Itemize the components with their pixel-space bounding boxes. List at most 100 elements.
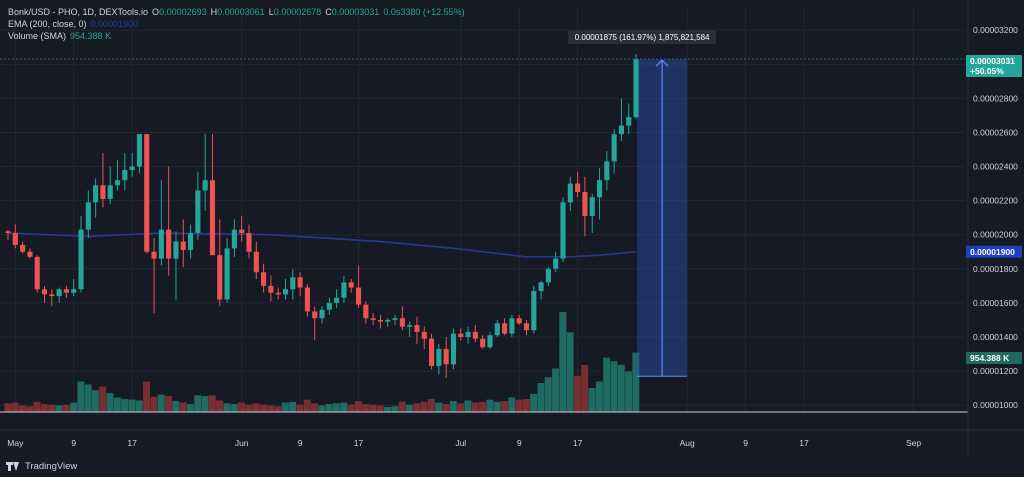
price-range-measure[interactable]: 0.00001875 (161.97%) 1,875,821,584	[0, 30, 965, 377]
open-label: O	[152, 7, 160, 17]
candle-down	[144, 134, 150, 252]
candle-up	[71, 289, 77, 293]
price-tick-label: 0.00002600	[973, 127, 1018, 137]
candle-down	[275, 292, 281, 295]
candle-down	[20, 244, 26, 252]
volume-bar	[26, 406, 34, 412]
candle-down	[41, 289, 48, 295]
volume-bar	[201, 396, 209, 412]
price-labels: 0.00003031+50.05% 0.00001900 954.388 K	[966, 54, 1022, 364]
volume-bar	[406, 404, 413, 412]
volume-value-label-bg	[966, 352, 1022, 364]
candle-up	[93, 185, 99, 203]
volume-indicator-value: 954.388 K	[70, 31, 112, 41]
symbol-title[interactable]: Bonk/USD - PHO, 1D, DEXTools.io	[8, 7, 149, 17]
volume-bar	[150, 396, 158, 412]
low-label: L	[268, 7, 274, 17]
ema-indicator-label: EMA (200, close, 0)	[8, 19, 87, 29]
candle-down	[100, 185, 106, 199]
candle-down	[261, 272, 267, 286]
volume-bar	[99, 386, 107, 412]
volume-bar	[376, 405, 384, 412]
time-tick-label: 17	[354, 438, 364, 448]
candle-up	[195, 190, 201, 234]
candle-up	[231, 229, 237, 249]
candle-down	[377, 319, 384, 322]
candle-up	[509, 318, 515, 334]
volume-bar	[457, 403, 465, 412]
candle-up	[56, 289, 62, 297]
chart-legend: Bonk/USD - PHO, 1D, DEXTools.io O0.00002…	[8, 6, 465, 42]
candle-down	[516, 318, 522, 324]
candle-up	[224, 248, 230, 300]
price-tick-label: 0.00001200	[973, 366, 1018, 376]
volume-bar	[552, 368, 560, 412]
volume-bar	[106, 393, 114, 412]
measure-arrow-head	[655, 59, 669, 67]
candlesticks	[5, 54, 639, 378]
volume-bar	[245, 404, 253, 412]
current-price-label-text: +50.05%	[970, 66, 1004, 76]
candle-up	[450, 333, 457, 365]
volume-bar	[267, 405, 275, 412]
volume-bar	[274, 406, 282, 412]
volume-bar	[632, 352, 640, 412]
candle-up	[107, 185, 113, 199]
close-label: C	[325, 7, 332, 17]
price-tick-label: 0.00001000	[973, 400, 1018, 410]
volume-bar	[318, 405, 326, 412]
volume-bar	[610, 361, 618, 412]
candle-down	[429, 338, 435, 366]
volume-bar	[18, 405, 26, 412]
volume-bar	[332, 403, 340, 412]
volume-bar	[113, 397, 121, 412]
candle-up	[319, 309, 325, 319]
candle-down	[421, 331, 427, 339]
volume-bar	[581, 364, 589, 412]
price-tick-label: 0.00001400	[973, 332, 1018, 342]
ema-200-line	[7, 232, 637, 258]
tradingview-logo-icon[interactable]	[6, 462, 20, 471]
high-label: H	[210, 7, 218, 17]
volume-bar	[347, 404, 355, 412]
time-tick-label: May	[7, 438, 24, 448]
volume-bar	[238, 402, 245, 412]
candle-up	[611, 134, 617, 162]
ema-indicator-value: 0.00001900	[90, 19, 139, 29]
candle-up	[553, 258, 559, 269]
volume-bar	[617, 364, 625, 412]
candle-down	[355, 287, 362, 305]
price-tick-label: 0.00003200	[973, 25, 1018, 35]
price-tick-label: 0.00002800	[973, 93, 1018, 103]
time-tick-label: Sep	[906, 438, 921, 448]
volume-bar	[537, 383, 545, 412]
ema-price-label-bg	[966, 245, 1022, 258]
volume-bar	[479, 401, 486, 412]
volume-bar	[4, 403, 12, 412]
candle-down	[246, 233, 252, 252]
tradingview-brand[interactable]: TradingView	[25, 461, 78, 472]
price-tick-label: 0.00001800	[973, 264, 1018, 274]
candle-up	[334, 297, 340, 303]
candle-down	[49, 294, 55, 297]
volume-bar	[33, 401, 41, 412]
volume-bar	[435, 402, 443, 412]
candle-down	[414, 325, 420, 332]
candle-up	[188, 233, 194, 251]
volume-bar	[157, 394, 165, 412]
candle-up	[341, 282, 347, 298]
legend-volume-row[interactable]: Volume (SMA) 954.388 K	[8, 30, 465, 42]
volume-bar	[369, 404, 377, 412]
candle-up	[326, 302, 332, 310]
volume-bar	[471, 402, 479, 412]
time-tick-label: 17	[799, 438, 809, 448]
volume-bar	[165, 396, 172, 412]
volume-bar	[296, 404, 304, 412]
legend-ema-row[interactable]: EMA (200, close, 0) 0.00001900	[8, 18, 465, 30]
time-tick-label: Aug	[680, 438, 695, 448]
volume-bar	[91, 390, 99, 412]
volume-bar	[70, 402, 78, 412]
volume-bar	[62, 404, 70, 412]
